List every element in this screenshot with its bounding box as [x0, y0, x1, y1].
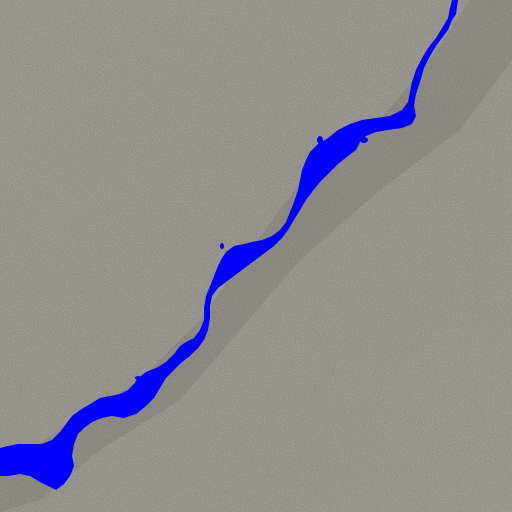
crack-mask-speck: [183, 345, 189, 351]
crack-mask-speck: [220, 243, 224, 249]
crack-mask-speck: [360, 137, 368, 143]
crack-mask-speck: [135, 376, 141, 380]
crack-mask-speck: [317, 136, 323, 144]
